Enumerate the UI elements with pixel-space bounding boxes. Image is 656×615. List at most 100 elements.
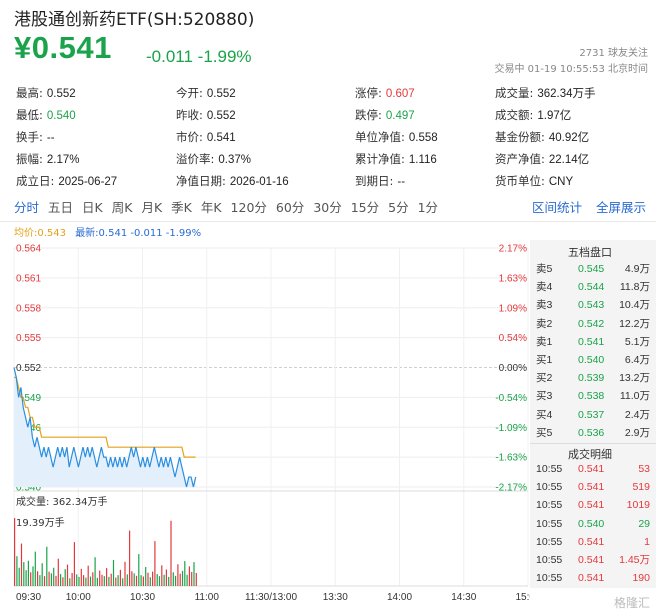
stat-label: 最高:	[16, 86, 43, 100]
volume-bar	[92, 572, 94, 586]
volume-bar	[108, 576, 110, 586]
trade-price: 0.541	[578, 481, 605, 494]
orderbook-price: 0.541	[578, 335, 605, 348]
orderbook-price: 0.537	[578, 408, 605, 421]
legend-avg: 均价:0.543	[14, 228, 66, 239]
security-title: 港股通创新药ETF(SH:520880)	[14, 10, 255, 30]
volume-bar	[103, 576, 105, 586]
orderbook-price: 0.539	[578, 372, 605, 385]
orderbook-label: 卖1	[536, 335, 553, 348]
orderbook-volume: 11.0万	[619, 390, 650, 403]
tab-period[interactable]: 1分	[417, 200, 439, 215]
tab-period[interactable]: 分时	[14, 200, 40, 215]
trade-volume: 29	[638, 517, 650, 530]
volume-bar	[147, 572, 149, 586]
stat-item: 成立日: 2025-06-27	[16, 173, 117, 189]
volume-bar	[161, 565, 163, 586]
orderbook-label: 卖2	[536, 317, 553, 330]
volume-bar	[140, 575, 142, 586]
trade-time: 10:55	[536, 517, 563, 530]
volume-bar	[37, 571, 39, 586]
tab-period[interactable]: 日K	[82, 200, 103, 215]
stat-item: 净值日期: 2026-01-16	[176, 173, 289, 189]
period-tabs: 分时 五日 日K 周K 月K 季K 年K 120分 60分 30分 15分 5分 1分 区间统计 全屏展…	[14, 197, 656, 219]
volume-bar	[89, 576, 92, 586]
volume-bar	[62, 577, 64, 586]
orderbook-volume: 10.4万	[619, 299, 650, 312]
volume-bar	[158, 576, 161, 586]
stat-value: 0.540	[46, 110, 76, 122]
volume-bar	[87, 565, 89, 586]
tab-period[interactable]: 周K	[111, 200, 133, 215]
pct-tick-label: -2.17%	[495, 483, 527, 494]
x-tick-label: 11:30/13:00	[245, 592, 298, 603]
x-tick-label: 14:00	[387, 592, 412, 603]
volume-bar	[112, 560, 115, 586]
trade-time: 10:55	[536, 535, 563, 548]
volume-bar	[165, 569, 167, 586]
volume-bar	[129, 530, 131, 586]
volume-bar	[78, 576, 80, 586]
y-tick-label: 0.561	[16, 273, 41, 284]
volume-bar	[32, 566, 34, 586]
stat-value: 0.558	[408, 132, 438, 144]
volume-bar	[122, 578, 124, 586]
volume-bar	[163, 574, 165, 586]
volume-bar	[133, 573, 135, 586]
stat-item: 成交量: 362.34万手	[495, 85, 596, 101]
orderbook-row: 卖1 0.541 5.1万	[536, 333, 654, 351]
volume-bar	[20, 543, 23, 586]
pct-tick-label: -0.54%	[495, 393, 527, 404]
volume-bar	[18, 567, 20, 586]
chart-legend: 均价:0.543 最新:0.541 -0.011 -1.99%	[14, 224, 201, 239]
volume-bar	[177, 564, 179, 586]
tab-period[interactable]: 五日	[48, 200, 74, 215]
trades-title: 成交明细	[568, 448, 612, 461]
volume-bar	[73, 542, 75, 586]
stat-label: 振幅:	[16, 152, 43, 166]
stat-value: CNY	[548, 176, 574, 188]
orderbook-label: 卖5	[536, 263, 553, 275]
tab-period[interactable]: 15分	[350, 200, 380, 215]
volume-bar	[34, 551, 36, 586]
interval-stats-link[interactable]: 区间统计	[532, 200, 583, 215]
tab-period[interactable]: 60分	[275, 200, 305, 215]
y-tick-label: 0.549	[16, 393, 41, 404]
tab-period[interactable]: 季K	[171, 200, 192, 215]
stat-label: 涨停:	[355, 86, 382, 100]
trade-row: 10:55 0.541 1.45万	[536, 551, 654, 569]
volume-bar	[117, 575, 119, 586]
current-price: ¥0.541	[14, 30, 112, 65]
stat-label: 市价:	[176, 130, 203, 144]
trade-time: 10:55	[536, 553, 563, 566]
stat-item: 基金份额: 40.92亿	[495, 129, 589, 145]
avg-price-line	[14, 376, 196, 458]
trade-row: 10:55 0.541 190	[536, 569, 654, 587]
tab-period[interactable]: 30分	[313, 200, 342, 215]
orderbook-label: 买5	[536, 426, 553, 439]
volume-bar	[57, 558, 59, 586]
intraday-chart[interactable]: 0.564 2.17% 0.561 1.63% 0.558 1.09% 0.555 0.54%…	[0, 238, 530, 610]
stat-value: 0.541	[206, 132, 236, 144]
panel-divider	[530, 443, 656, 444]
volume-bar	[110, 573, 112, 586]
tab-period[interactable]: 5分	[388, 200, 409, 215]
tab-period[interactable]: 月K	[141, 200, 163, 215]
stat-label: 最低:	[16, 108, 43, 122]
stat-label: 换手:	[16, 130, 43, 144]
x-tick-label: 11:00	[195, 592, 220, 603]
volume-bar	[23, 562, 25, 586]
price-change: -0.011 -1.99%	[146, 47, 252, 66]
stat-item: 跌停: 0.497	[355, 107, 415, 123]
volume-bar	[25, 570, 27, 586]
tab-period[interactable]: 年K	[200, 200, 222, 215]
volume-bar	[138, 554, 140, 586]
volume-bar	[71, 573, 73, 586]
followers-count[interactable]: 2731 球友关注	[579, 48, 648, 59]
orderbook-volume: 6.4万	[624, 353, 650, 366]
tab-period[interactable]: 120分	[230, 200, 267, 215]
price-line	[13, 367, 197, 488]
fullscreen-link[interactable]: 全屏展示	[596, 200, 647, 215]
orderbook-row: 卖3 0.543 10.4万	[536, 296, 654, 314]
trade-status-time: 交易中 01-19 10:55:53 北京时间	[494, 64, 648, 75]
